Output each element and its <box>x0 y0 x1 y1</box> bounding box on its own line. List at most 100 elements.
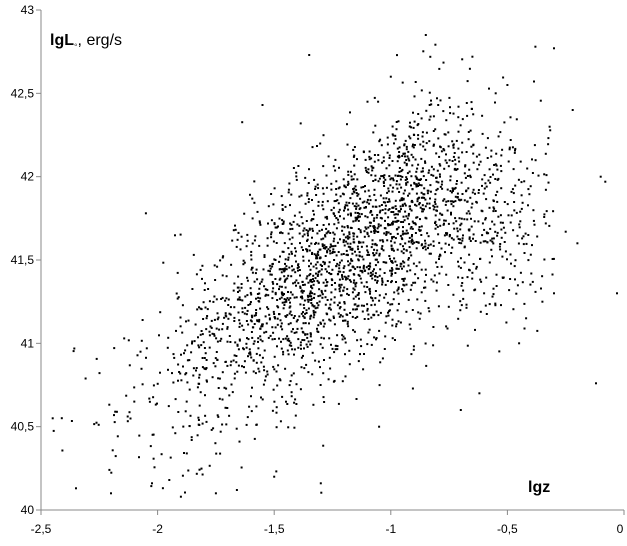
data-point <box>231 239 234 242</box>
data-point <box>347 245 350 248</box>
data-point <box>290 395 293 398</box>
y-tick-label: 42,5 <box>11 86 35 100</box>
data-point <box>463 172 466 175</box>
data-point <box>366 216 369 219</box>
data-point <box>470 206 473 209</box>
data-point <box>357 215 360 218</box>
data-point <box>286 403 289 405</box>
data-point <box>214 357 217 360</box>
data-point <box>443 198 446 201</box>
data-point <box>273 223 276 226</box>
data-point <box>357 259 360 262</box>
data-point <box>373 268 375 271</box>
data-point <box>494 210 497 212</box>
data-point <box>266 288 269 291</box>
data-point <box>348 233 351 236</box>
data-point <box>335 217 338 219</box>
data-point <box>346 143 349 146</box>
data-point <box>357 193 360 196</box>
data-point <box>501 276 504 279</box>
data-point <box>321 204 324 207</box>
data-point <box>245 313 248 316</box>
data-point <box>401 81 404 84</box>
data-point <box>310 340 313 343</box>
data-point <box>258 318 261 321</box>
data-point <box>426 202 429 205</box>
data-point <box>332 165 335 168</box>
data-point <box>297 266 300 269</box>
data-point <box>527 188 530 191</box>
data-point <box>472 143 475 146</box>
data-point <box>411 227 414 230</box>
data-point <box>378 294 381 297</box>
data-point <box>303 307 306 310</box>
data-point <box>325 215 328 218</box>
data-point <box>512 308 515 311</box>
data-point <box>287 426 290 429</box>
data-point <box>215 298 218 301</box>
data-point <box>326 299 329 301</box>
data-point <box>353 330 356 333</box>
data-point <box>401 197 404 200</box>
data-point <box>114 455 117 458</box>
data-point <box>364 291 367 294</box>
data-point <box>547 137 550 140</box>
data-point <box>414 232 417 234</box>
data-point <box>434 203 437 206</box>
data-point <box>402 221 405 223</box>
data-point <box>307 307 310 310</box>
data-point <box>285 265 288 268</box>
data-point <box>323 401 326 403</box>
data-point <box>389 269 392 272</box>
data-point <box>492 242 495 245</box>
data-point <box>169 456 172 459</box>
data-point <box>353 146 356 148</box>
data-point <box>423 208 425 211</box>
data-point <box>315 241 317 244</box>
data-point <box>475 267 478 270</box>
data-point <box>286 339 289 342</box>
data-point <box>463 261 466 264</box>
data-point <box>251 336 254 339</box>
data-point <box>396 219 399 222</box>
data-point <box>452 155 455 158</box>
data-point <box>461 237 464 240</box>
data-point <box>411 145 414 148</box>
data-point <box>420 89 423 92</box>
data-point <box>203 347 206 349</box>
data-point <box>295 175 298 178</box>
data-point <box>412 156 415 159</box>
data-point <box>386 151 389 154</box>
data-point <box>168 479 171 481</box>
data-point <box>480 280 483 283</box>
data-point <box>267 307 270 310</box>
data-point <box>171 372 173 375</box>
data-point <box>497 215 500 218</box>
data-point <box>327 378 330 381</box>
data-point <box>316 279 319 282</box>
data-point <box>365 169 368 172</box>
data-point <box>261 340 264 343</box>
data-point <box>385 315 388 318</box>
data-point <box>300 312 303 315</box>
data-point <box>445 273 448 276</box>
data-point <box>415 183 418 186</box>
data-point <box>322 247 325 250</box>
data-point <box>358 274 361 277</box>
data-point <box>388 310 390 313</box>
data-point <box>306 333 309 336</box>
data-point <box>374 178 377 181</box>
data-point <box>512 229 515 232</box>
data-point <box>485 198 488 201</box>
data-point <box>359 277 362 280</box>
data-point <box>335 180 338 183</box>
data-point <box>308 245 311 248</box>
data-point <box>346 254 349 257</box>
data-point <box>271 297 274 300</box>
data-point <box>115 410 118 413</box>
data-point <box>337 251 340 253</box>
data-point <box>322 192 325 195</box>
data-point <box>457 156 460 159</box>
data-point <box>263 285 266 288</box>
